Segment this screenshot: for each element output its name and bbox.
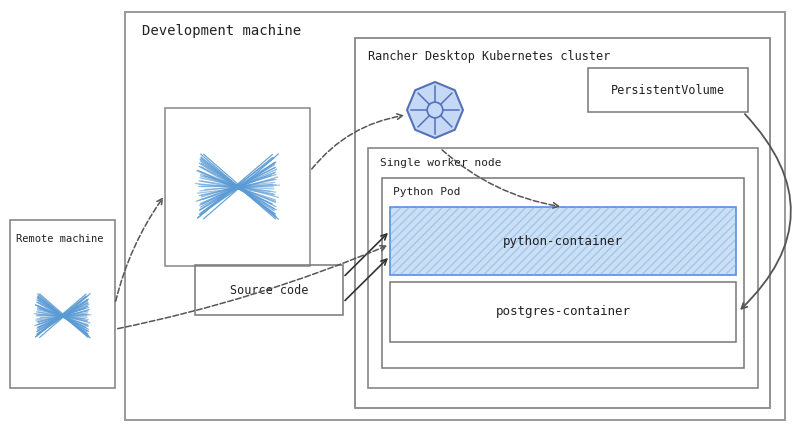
Circle shape [427, 102, 443, 118]
Polygon shape [407, 82, 463, 138]
Text: Single worker node: Single worker node [380, 158, 502, 168]
Text: Development machine: Development machine [142, 24, 301, 38]
Bar [382, 178, 744, 368]
Text: Source code: Source code [230, 284, 308, 297]
Text: PersistentVolume: PersistentVolume [611, 84, 725, 97]
Bar [195, 265, 343, 315]
Bar [355, 38, 770, 408]
Bar [125, 12, 785, 420]
Bar [390, 207, 736, 275]
Bar [390, 282, 736, 342]
Text: postgres-container: postgres-container [495, 306, 630, 319]
Bar [368, 148, 758, 388]
Text: Python Pod: Python Pod [393, 187, 461, 197]
Text: Remote machine: Remote machine [16, 234, 103, 244]
Text: python-container: python-container [503, 235, 623, 248]
Text: Rancher Desktop Kubernetes cluster: Rancher Desktop Kubernetes cluster [368, 50, 610, 63]
Bar [10, 220, 115, 388]
Bar [390, 207, 736, 275]
Bar [588, 68, 748, 112]
Bar [165, 108, 310, 266]
